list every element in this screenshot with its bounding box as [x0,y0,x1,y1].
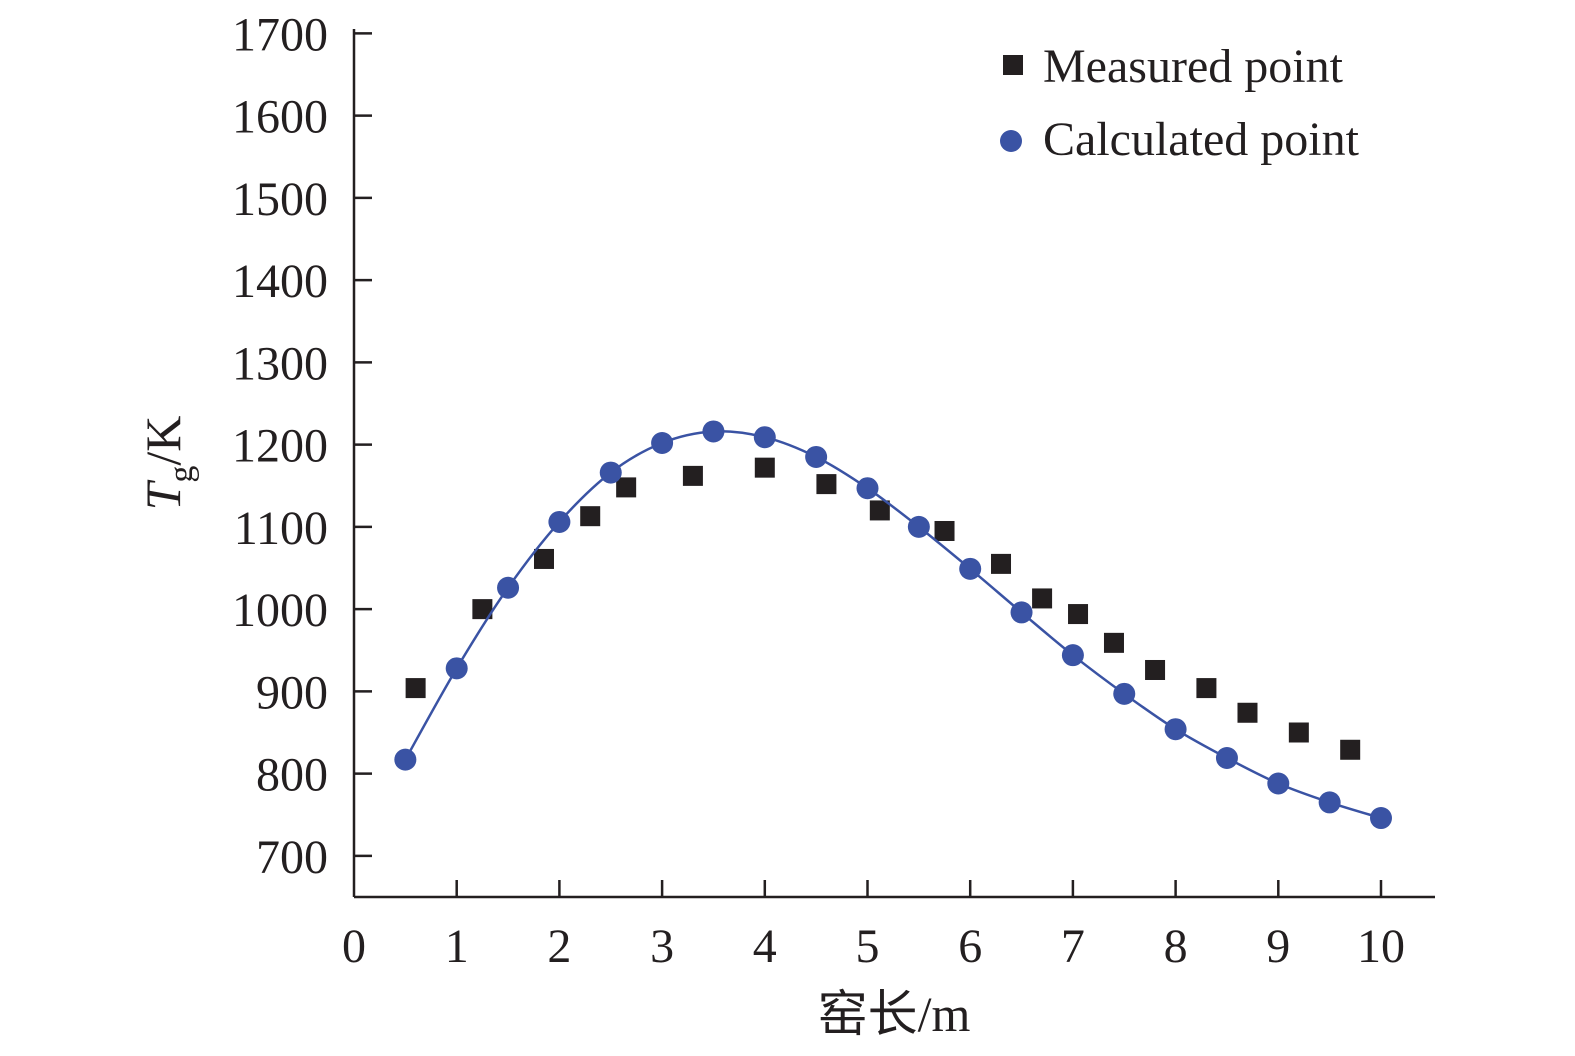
y-axis-symbol: T [135,479,191,510]
calculated-point-marker [753,426,776,449]
x-tick-label: 5 [856,920,880,973]
y-tick-label: 1500 [232,173,328,226]
y-tick-label: 1600 [232,91,328,144]
calculated-point-marker [394,748,417,771]
legend-label-calculated: Calculated point [1043,113,1360,166]
x-tick-label: 1 [445,920,469,973]
y-tick-label: 1400 [232,255,328,308]
x-tick-label: 10 [1357,920,1405,973]
y-tick-label: 1100 [234,502,328,555]
y-tick-label: 1700 [232,8,328,61]
calculated-point-marker [959,557,982,580]
legend-marker-measured [1003,55,1023,75]
axes [352,29,1435,899]
legend-label-measured: Measured point [1043,40,1344,93]
measured-point-marker [934,520,955,541]
calculated-point-marker [1370,807,1392,830]
y-tick-label: 1000 [232,584,328,637]
x-tick-label: 8 [1164,920,1188,973]
measured-point-marker [754,457,775,478]
x-axis-title: 窑长/m [818,986,971,1042]
measured-point-marker [1237,702,1258,723]
x-ticks: 0 1 2 3 4 5 6 7 8 9 10 [342,880,1405,973]
x-tick-label: 7 [1061,920,1085,973]
calculated-point-marker [651,431,674,454]
measured-point-marker [682,465,703,486]
measured-point-marker [1288,722,1309,743]
calculated-point-marker [1318,791,1341,814]
calculated-point-marker [1164,718,1187,741]
y-axis-subscript: g [163,466,200,483]
y-tick-label: 900 [256,666,328,719]
y-axis-unit: /K [135,416,191,466]
x-tick-label: 9 [1266,920,1290,973]
measured-point-marker [991,553,1012,574]
x-tick-label: 6 [958,920,982,973]
y-axis-title: Tg/K [135,416,200,511]
measured-point-marker [533,548,554,569]
calculated-point-marker [1113,682,1136,705]
y-tick-label: 1300 [232,337,328,390]
measured-point-marker [1032,588,1053,609]
calculated-point-marker [1215,746,1238,769]
series-layer [394,420,1392,830]
measured-point-marker [816,474,837,495]
calculated-point-marker [856,477,879,500]
measured-point-marker [580,506,601,527]
calculated-point-line [404,430,1382,820]
measured-point-marker [1145,659,1166,680]
y-tick-label: 800 [256,749,328,802]
measured-point-marker [869,500,890,521]
measured-point-marker [405,678,426,699]
calculated-point-marker [702,420,725,443]
calculated-point-marker [907,515,930,538]
x-tick-label: 4 [753,920,777,973]
y-ticks: 700 800 900 1000 1100 1200 1300 1400 1500 1600 170… [232,8,372,884]
calculated-point-marker [1061,644,1084,667]
calculated-point-marker [497,576,520,599]
measured-point-marker [616,477,637,498]
x-tick-label: 0 [342,920,366,973]
measured-point-marker [1068,604,1089,625]
calculated-point-marker [1267,772,1290,795]
measured-point-marker [1340,739,1361,760]
y-tick-label: 700 [256,831,328,884]
measured-point-marker [1103,632,1124,653]
calculated-point-marker [1010,601,1033,624]
calculated-point-marker [548,510,571,533]
y-tick-label: 1200 [232,420,328,473]
calculated-point-marker [445,657,468,680]
x-tick-label: 3 [650,920,674,973]
x-tick-label: 2 [547,920,571,973]
calculated-point-marker [599,461,622,484]
legend-marker-calculated [1000,130,1022,152]
legend: Measured point Calculated point [1000,40,1360,166]
measured-point-marker [472,599,493,620]
calculated-point-marker [805,445,828,468]
measured-point-marker [1196,678,1217,699]
